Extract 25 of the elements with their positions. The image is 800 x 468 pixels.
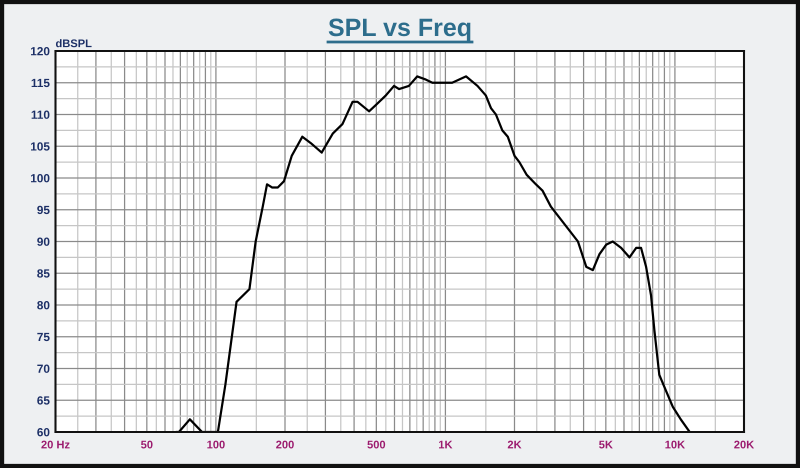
y-tick-label: 75: [37, 332, 50, 342]
x-tick-label: 5K: [599, 440, 613, 448]
x-tick-label: 1K: [439, 440, 452, 448]
x-tick-label: 100: [207, 440, 225, 448]
y-tick-label: 95: [37, 206, 50, 214]
y-tick-label: 85: [37, 269, 50, 278]
y-tick-label: 115: [32, 78, 50, 88]
y-tick-label: 100: [30, 174, 50, 182]
x-tick-label: 50: [140, 440, 153, 448]
y-tick-label: 110: [32, 110, 50, 119]
chart-title: SPL vs Freq: [328, 18, 470, 42]
x-tick-label: 500: [367, 440, 386, 448]
y-tick-label: 120: [30, 47, 50, 56]
x-tick-label: 20 Hz: [41, 440, 70, 448]
x-tick-label: 20K: [734, 440, 754, 448]
y-tick-label: 80: [37, 301, 50, 310]
y-tick-label: 60: [37, 428, 50, 436]
y-tick-label: 70: [37, 364, 50, 373]
y-axis-title: dBSPL: [56, 39, 92, 48]
y-tick-label: 105: [30, 142, 50, 151]
x-tick-label: 200: [276, 440, 294, 448]
y-tick-label: 90: [37, 238, 50, 246]
x-tick-label: 2K: [508, 440, 522, 448]
y-tick-label: 65: [37, 396, 50, 405]
x-tick-label: 10K: [665, 440, 686, 448]
